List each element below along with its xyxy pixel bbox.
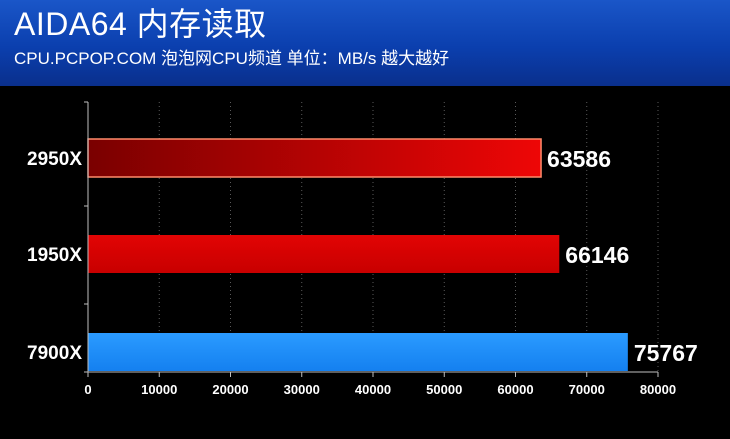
category-label: 1950X [27, 245, 82, 266]
chart-title: AIDA64 内存读取 [14, 6, 267, 42]
labels: 0 10000 20000 30000 40000 50000 60000 70000 8000… [27, 146, 698, 397]
bars [87, 138, 628, 371]
x-tick-label: 0 [84, 382, 91, 397]
x-tick-label: 50000 [426, 382, 462, 397]
x-tick-label: 10000 [141, 382, 177, 397]
axes [84, 101, 659, 377]
x-tick-label: 20000 [212, 382, 248, 397]
x-tick-label: 80000 [640, 382, 676, 397]
x-tick-label: 60000 [497, 382, 533, 397]
category-label: 7900X [27, 343, 82, 364]
data-label: 75767 [634, 340, 698, 366]
data-label: 63586 [547, 146, 611, 172]
x-tick-label: 40000 [355, 382, 391, 397]
bar-chart: 0 10000 20000 30000 40000 50000 60000 70000 8000… [27, 101, 698, 397]
chart-header: AIDA64 内存读取 CPU.PCPOP.COM 泡泡网CPU频道 单位：MB… [0, 0, 730, 86]
chart-subtitle: CPU.PCPOP.COM 泡泡网CPU频道 单位：MB/s 越大越好 [14, 49, 450, 68]
bar-1950x [88, 235, 560, 273]
bar-2950x [87, 138, 542, 178]
x-tick-label: 30000 [284, 382, 320, 397]
category-label: 2950X [27, 149, 82, 170]
data-label: 66146 [565, 242, 629, 268]
x-tick-label: 70000 [569, 382, 605, 397]
bar-7900x [88, 333, 628, 371]
